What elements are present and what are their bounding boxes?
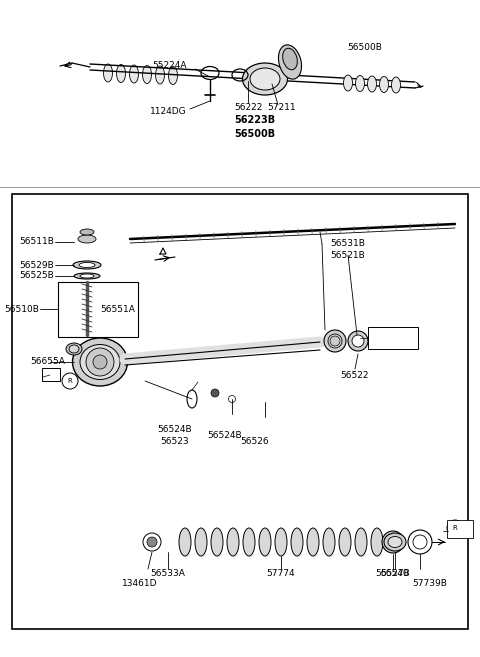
Ellipse shape [392, 77, 400, 93]
Ellipse shape [384, 533, 406, 551]
Ellipse shape [387, 536, 399, 548]
Ellipse shape [104, 64, 112, 82]
Ellipse shape [78, 235, 96, 243]
Ellipse shape [356, 76, 364, 91]
Text: 56525B: 56525B [19, 271, 54, 281]
Text: 56533A: 56533A [151, 570, 185, 579]
Circle shape [413, 535, 427, 549]
Text: 57211: 57211 [268, 104, 296, 112]
Text: 56527B: 56527B [376, 570, 410, 579]
Ellipse shape [156, 66, 165, 84]
Ellipse shape [348, 331, 368, 351]
Ellipse shape [283, 48, 297, 70]
Ellipse shape [352, 335, 364, 347]
Ellipse shape [80, 229, 94, 235]
Text: 56521B: 56521B [331, 250, 365, 260]
Ellipse shape [130, 65, 139, 83]
Ellipse shape [250, 68, 280, 90]
Text: 56500B: 56500B [234, 129, 276, 139]
Ellipse shape [117, 64, 125, 83]
Ellipse shape [80, 344, 120, 380]
Ellipse shape [79, 263, 95, 267]
Text: 57739B: 57739B [413, 579, 447, 587]
Circle shape [147, 537, 157, 547]
Text: 56526: 56526 [240, 438, 269, 447]
Text: 56510B: 56510B [4, 304, 39, 313]
Text: 56511B: 56511B [19, 237, 54, 246]
Text: 55224A: 55224A [153, 60, 187, 70]
Bar [447, 520, 473, 538]
Text: 56531B: 56531B [331, 240, 365, 248]
Text: R: R [68, 378, 72, 384]
Ellipse shape [168, 66, 178, 85]
Ellipse shape [388, 537, 402, 547]
Text: 56223B: 56223B [234, 115, 276, 125]
Ellipse shape [328, 334, 342, 348]
Text: 56540: 56540 [381, 570, 409, 579]
Ellipse shape [73, 261, 101, 269]
Text: 56522: 56522 [341, 371, 369, 380]
Ellipse shape [242, 63, 288, 95]
Circle shape [93, 355, 107, 369]
Ellipse shape [278, 45, 301, 79]
Bar [42, 368, 60, 381]
Text: 56524B: 56524B [158, 426, 192, 434]
Ellipse shape [80, 274, 94, 278]
Polygon shape [258, 396, 272, 408]
Circle shape [408, 530, 432, 554]
Text: 1124DG: 1124DG [150, 108, 186, 116]
Ellipse shape [72, 338, 128, 386]
Circle shape [62, 373, 78, 389]
Ellipse shape [344, 75, 352, 91]
Ellipse shape [382, 531, 404, 553]
Ellipse shape [69, 345, 79, 353]
Ellipse shape [195, 528, 207, 556]
Polygon shape [163, 537, 173, 547]
Circle shape [211, 389, 219, 397]
Ellipse shape [323, 528, 335, 556]
Polygon shape [252, 391, 278, 413]
Text: 56524B: 56524B [208, 430, 242, 440]
Circle shape [330, 336, 340, 346]
Text: 56500B: 56500B [348, 43, 383, 51]
Text: 56529B: 56529B [19, 260, 54, 269]
Ellipse shape [324, 330, 346, 352]
Ellipse shape [179, 528, 191, 556]
Ellipse shape [227, 528, 239, 556]
Ellipse shape [143, 66, 152, 83]
Text: 57774: 57774 [267, 570, 295, 579]
Polygon shape [75, 222, 99, 257]
Ellipse shape [74, 273, 100, 279]
Bar [12, 194, 468, 629]
Ellipse shape [355, 528, 367, 556]
Circle shape [447, 520, 463, 536]
Circle shape [143, 533, 161, 551]
Ellipse shape [368, 76, 376, 92]
Bar [58, 282, 138, 337]
Text: R: R [453, 525, 457, 531]
Ellipse shape [291, 528, 303, 556]
Ellipse shape [243, 528, 255, 556]
Ellipse shape [66, 343, 82, 355]
Ellipse shape [275, 528, 287, 556]
Ellipse shape [259, 528, 271, 556]
Ellipse shape [211, 528, 223, 556]
Text: 56523: 56523 [161, 438, 189, 447]
Ellipse shape [307, 528, 319, 556]
Text: 56222: 56222 [234, 102, 262, 112]
Text: 56551A: 56551A [100, 304, 135, 313]
Bar [368, 327, 418, 349]
Text: 13461D: 13461D [122, 579, 158, 587]
Ellipse shape [371, 528, 383, 556]
Circle shape [86, 348, 114, 376]
Polygon shape [158, 533, 178, 551]
Text: 56655A: 56655A [30, 357, 65, 367]
Ellipse shape [339, 528, 351, 556]
Ellipse shape [380, 76, 388, 93]
